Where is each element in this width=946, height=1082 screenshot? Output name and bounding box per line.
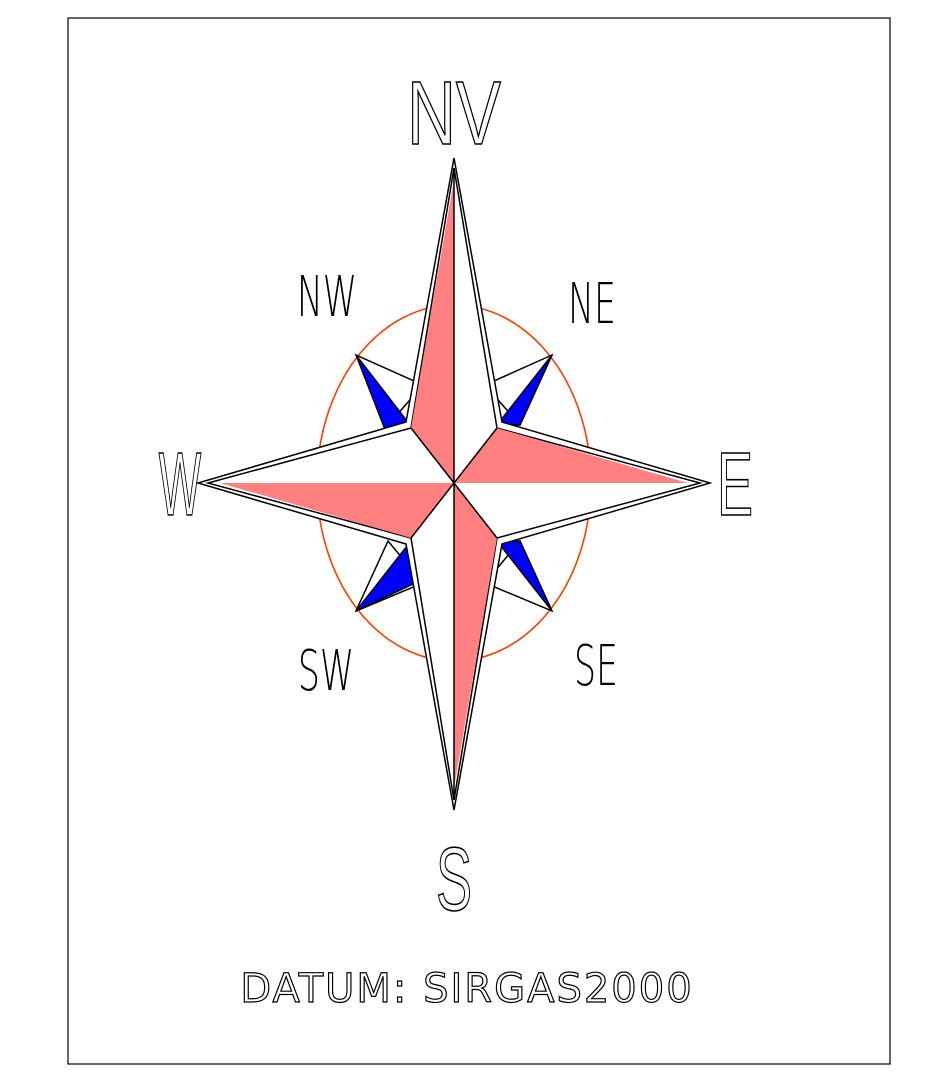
southeast-label: SE bbox=[574, 633, 618, 698]
northwest-label: NW bbox=[297, 264, 357, 329]
east-label: E bbox=[717, 434, 753, 535]
star-fill bbox=[220, 180, 688, 788]
north-label: NV bbox=[407, 63, 501, 164]
southwest-label: SW bbox=[298, 638, 354, 703]
west-label: W bbox=[159, 435, 201, 535]
northeast-label: NE bbox=[568, 271, 616, 336]
star-lines bbox=[410, 168, 498, 800]
datum-label: DATUM: SIRGAS2000 bbox=[240, 966, 693, 1012]
south-label: S bbox=[436, 829, 472, 930]
